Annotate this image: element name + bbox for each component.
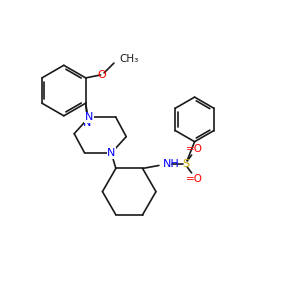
Text: NH: NH: [164, 159, 180, 169]
Text: =O: =O: [186, 144, 203, 154]
Text: N: N: [85, 112, 93, 122]
Text: N: N: [83, 118, 92, 128]
Text: CH₃: CH₃: [120, 54, 139, 64]
Text: =O: =O: [186, 174, 203, 184]
Text: N: N: [107, 148, 116, 158]
Text: O: O: [98, 70, 106, 80]
Text: S: S: [182, 159, 189, 169]
